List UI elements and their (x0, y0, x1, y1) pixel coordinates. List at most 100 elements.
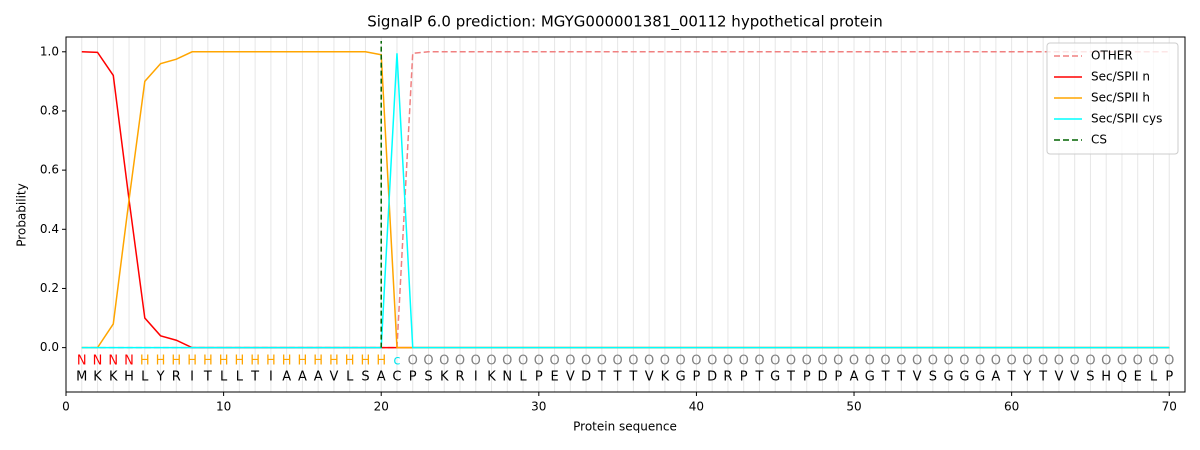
residue-label: O (896, 354, 906, 369)
residue: A (282, 370, 291, 385)
residue-label: O (408, 354, 418, 369)
residue: E (1134, 370, 1142, 385)
residue-label: N (108, 354, 118, 369)
residue-label: O (1164, 354, 1174, 369)
residue-label: O (660, 354, 670, 369)
residue: I (269, 370, 273, 385)
residue-label: O (439, 354, 449, 369)
x-tick-label: 70 (1162, 400, 1177, 414)
residue: V (566, 370, 575, 385)
residue-label: O (1070, 354, 1080, 369)
residue-label: H (187, 354, 197, 369)
y-axis-label: Probability (15, 183, 29, 246)
residue: K (109, 370, 118, 385)
residue-label: O (1054, 354, 1064, 369)
residue-label: H (361, 354, 371, 369)
residue: V (645, 370, 654, 385)
residue: L (346, 370, 354, 385)
legend-label: Sec/SPII n (1091, 70, 1150, 84)
residue-label: O (943, 354, 953, 369)
y-tick-label: 0.2 (40, 281, 59, 295)
residue: L (141, 370, 149, 385)
residue-label: O (786, 354, 796, 369)
legend-box (1046, 42, 1179, 155)
series-line (81, 53, 1170, 349)
residue: L (519, 370, 527, 385)
residue-label: O (471, 354, 481, 369)
residue: C (392, 370, 401, 385)
residue-label: O (691, 354, 701, 369)
residue: P (693, 370, 701, 385)
residue-label: O (707, 354, 717, 369)
residue: P (834, 370, 842, 385)
residue-label: H (329, 354, 339, 369)
residue: T (613, 370, 622, 385)
residue-label: O (549, 354, 559, 369)
residue: S (1086, 370, 1094, 385)
residue-label: O (865, 354, 875, 369)
residue-label: H (250, 354, 260, 369)
residue: G (676, 370, 686, 385)
residue: A (850, 370, 859, 385)
residue-label: O (880, 354, 890, 369)
residue: M (76, 370, 87, 385)
y-tick-label: 1.0 (40, 44, 59, 58)
legend-label: Sec/SPII h (1091, 91, 1150, 105)
residue-label: O (1101, 354, 1111, 369)
residue-label: O (928, 354, 938, 369)
y-tick-label: 0.4 (40, 222, 59, 236)
residue: T (896, 370, 905, 385)
residue: P (803, 370, 811, 385)
residue: R (723, 370, 732, 385)
residue-label: O (597, 354, 607, 369)
chart-title: SignalP 6.0 prediction: MGYG000001381_00… (367, 13, 883, 32)
residue-label: O (912, 354, 922, 369)
residue-label: H (298, 354, 308, 369)
residue-label: H (219, 354, 229, 369)
x-tick-label: 40 (689, 400, 704, 414)
residue: T (250, 370, 259, 385)
residue: T (203, 370, 212, 385)
residue-label: O (502, 354, 512, 369)
residue-label: O (581, 354, 591, 369)
residue: H (1101, 370, 1111, 385)
residue-label: O (1038, 354, 1048, 369)
residue: A (298, 370, 307, 385)
residue-label: O (455, 354, 465, 369)
residue: Q (1117, 370, 1127, 385)
y-tick-label: 0.6 (40, 163, 59, 177)
x-tick-label: 20 (374, 400, 389, 414)
residue: G (770, 370, 780, 385)
residue-label: O (1085, 354, 1095, 369)
residue: Y (156, 370, 165, 385)
residue-label: O (644, 354, 654, 369)
residue-label: H (140, 354, 150, 369)
residue-label: O (534, 354, 544, 369)
residue: A (377, 370, 386, 385)
residue-label: H (234, 354, 244, 369)
residue-label: H (266, 354, 276, 369)
residue: R (172, 370, 181, 385)
residue-label: O (1007, 354, 1017, 369)
legend-label: Sec/SPII cys (1091, 112, 1162, 126)
residue: D (707, 370, 717, 385)
residue-label: O (833, 354, 843, 369)
residue: L (220, 370, 228, 385)
residue-label: H (313, 354, 323, 369)
residue-label: O (613, 354, 623, 369)
residue: Y (1022, 370, 1031, 385)
residue: P (409, 370, 417, 385)
residue-label: N (124, 354, 134, 369)
residue: V (1070, 370, 1079, 385)
series-line (81, 51, 1170, 349)
residue-label: O (423, 354, 433, 369)
residue-label: H (345, 354, 355, 369)
series-line (81, 51, 1170, 349)
legend-label: OTHER (1091, 49, 1133, 63)
residue-label: O (770, 354, 780, 369)
residue-label: H (171, 354, 181, 369)
residue-label: O (959, 354, 969, 369)
y-tick-label: 0.0 (40, 340, 59, 354)
residue: V (913, 370, 922, 385)
